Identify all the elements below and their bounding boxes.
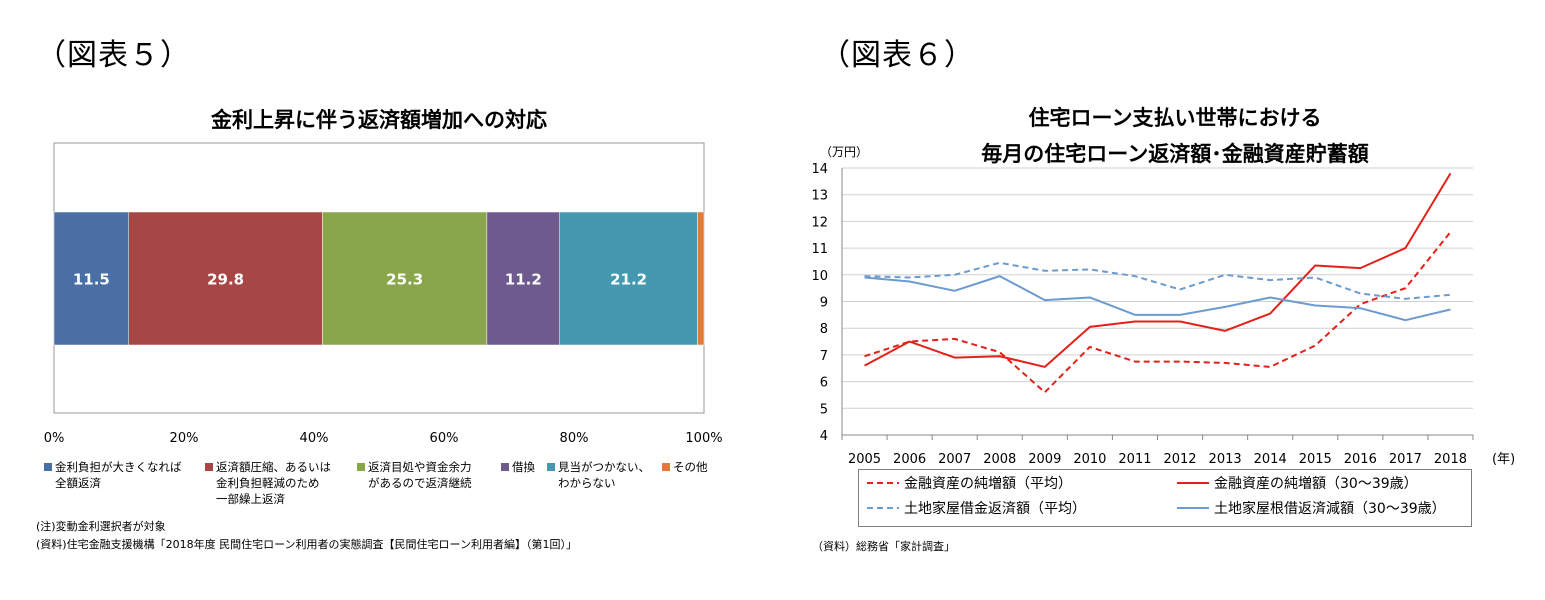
- y-tick-label: 12: [811, 215, 828, 230]
- y-axis-unit: （万円）: [820, 145, 869, 159]
- bar-legend-swatch-3: [501, 463, 509, 471]
- line-series-0: [864, 231, 1452, 394]
- bar-data-label-4: 21.2: [610, 271, 647, 289]
- x-tick-label: 2013: [1209, 452, 1242, 467]
- y-tick-label: 9: [820, 296, 828, 311]
- bar-x-tick-label: 80%: [560, 431, 589, 446]
- line-legend-label-1: 金融資産の純増額（30～39歳）: [1214, 476, 1418, 492]
- figure6-title-line2: 毎月の住宅ローン返済額･金融資産貯蓄額: [981, 142, 1369, 166]
- bar-legend-label-0: 全額返済: [55, 476, 101, 490]
- bar-data-label-2: 25.3: [386, 271, 423, 289]
- bar-data-label-0: 11.5: [73, 271, 110, 289]
- bar-legend-swatch-1: [205, 463, 213, 471]
- line-legend-label-2: 土地家屋借金返済額（平均）: [904, 500, 1086, 517]
- x-tick-label: 2005: [848, 452, 881, 467]
- bar-legend-swatch-2: [357, 463, 365, 471]
- line-series-1: [864, 172, 1452, 368]
- bar-legend-label-3: 借換: [512, 460, 535, 474]
- bar-data-label-1: 29.8: [207, 271, 244, 289]
- bar-x-tick-label: 40%: [300, 431, 329, 446]
- x-tick-label: 2016: [1344, 452, 1377, 467]
- bar-x-tick-label: 60%: [430, 431, 459, 446]
- x-axis-unit: (年): [1492, 452, 1515, 467]
- bar-legend-label-2: 返済目処や資金余力: [368, 460, 472, 474]
- bar-legend-label-1: 金利負担軽減のため: [216, 476, 320, 490]
- figure5-note: (注)変動金利選択者が対象: [36, 520, 166, 533]
- figure6-source: （資料）総務省「家計調査」: [812, 540, 955, 553]
- line-legend: 金融資産の純増額（平均） 金融資産の純増額（30～39歳） 土地家屋借金返済額（平均…: [858, 469, 1472, 527]
- bar-legend-label-4: わからない: [558, 476, 616, 490]
- bar-data-label-3: 11.2: [505, 271, 542, 289]
- x-tick-label: 2009: [1028, 452, 1061, 467]
- bar-legend-swatch-0: [44, 463, 52, 471]
- figure5-title: 金利上昇に伴う返済額増加への対応: [211, 108, 547, 132]
- x-tick-label: 2017: [1389, 452, 1422, 467]
- bar-segment-2: [322, 211, 488, 346]
- x-tick-label: 2008: [983, 452, 1016, 467]
- bar-legend-label-1: 返済額圧縮、あるいは: [216, 460, 331, 474]
- bar-x-tick-label: 100%: [685, 431, 722, 446]
- line-chart: 4 5 6 7 8 9 10 11 12 13 14 2005 2006 2007 2008 2009 2010…: [811, 162, 1515, 467]
- bar-legend-label-2: があるので返済継続: [368, 476, 472, 490]
- bar-x-tick-label: 20%: [170, 431, 199, 446]
- bar-x-tick-label: 0%: [44, 431, 65, 446]
- y-tick-label: 13: [811, 189, 828, 204]
- x-tick-label: 2018: [1434, 452, 1467, 467]
- figure6-title-line1: 住宅ローン支払い世帯における: [1028, 106, 1322, 130]
- x-tick-label: 2007: [938, 452, 971, 467]
- x-tick-label: 2010: [1073, 452, 1106, 467]
- bar-legend-swatch-5: [662, 463, 670, 471]
- bar-segment-0: [53, 211, 129, 346]
- line-legend-label-3: 土地家屋根借返済減額（30～39歳）: [1214, 500, 1446, 517]
- y-tick-label: 11: [811, 242, 828, 257]
- y-tick-label: 14: [811, 162, 828, 177]
- x-tick-label: 2012: [1163, 452, 1196, 467]
- bar-segment-3: [486, 211, 560, 346]
- stacked-bar-chart: 11.5 29.8 25.3 11.2 21.2 0% 20% 40% 60% 80% 100% …: [44, 142, 723, 506]
- bar-legend-label-0: 金利負担が大きくなれば: [55, 460, 182, 474]
- figure6-label: （図表６）: [820, 38, 975, 73]
- x-tick-label: 2015: [1299, 452, 1332, 467]
- y-tick-label: 10: [811, 269, 828, 284]
- y-tick-label: 4: [820, 429, 828, 444]
- figure5-label: （図表５）: [36, 38, 191, 73]
- bar-segment-5: [697, 211, 705, 346]
- line-series-3: [864, 275, 1451, 322]
- bar-legend-label-4: 見当がつかない、: [558, 460, 650, 474]
- y-tick-label: 7: [820, 349, 828, 364]
- bar-segment-4: [559, 211, 698, 346]
- y-tick-label: 6: [820, 376, 828, 391]
- x-tick-label: 2011: [1118, 452, 1151, 467]
- figure5-source: (資料)住宅金融支援機構「2018年度 民間住宅ローン利用者の実態調査【民間住宅…: [36, 538, 577, 551]
- bar-legend-label-1: 一部繰上返済: [216, 492, 285, 506]
- bar-legend-swatch-4: [547, 463, 555, 471]
- bar-legend-label-5: その他: [673, 460, 708, 474]
- x-tick-label: 2006: [893, 452, 926, 467]
- y-tick-label: 5: [820, 402, 828, 417]
- line-legend-label-0: 金融資産の純増額（平均）: [904, 476, 1072, 492]
- bar-segment-1: [128, 211, 323, 346]
- y-tick-label: 8: [820, 322, 828, 337]
- x-tick-label: 2014: [1254, 452, 1287, 467]
